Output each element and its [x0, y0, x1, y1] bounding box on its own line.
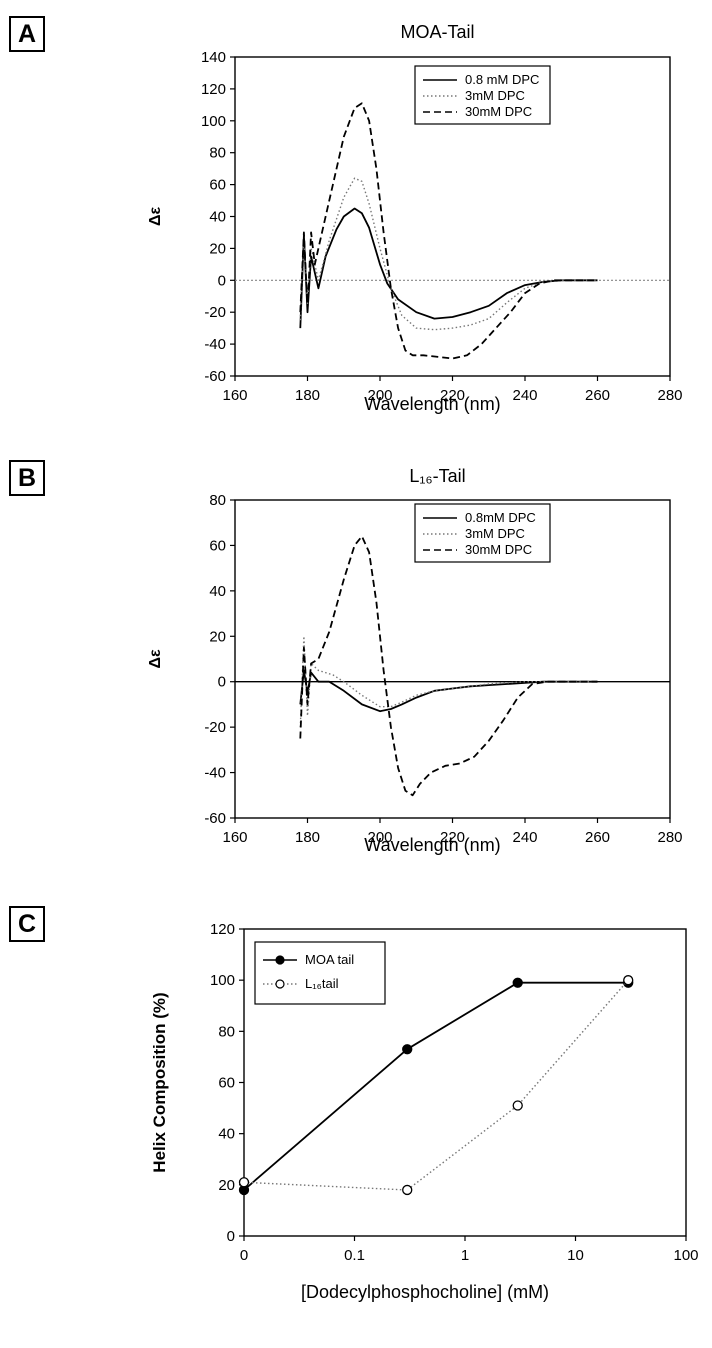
chart-1-xtick-label-6: 280 [657, 829, 682, 846]
chart-0-ytick-label-6: 60 [209, 177, 226, 194]
chart-2-series-1-point-1 [402, 1184, 413, 1196]
chart-1-ytick-label-2: -20 [204, 719, 226, 736]
chart-0-series-2-line [299, 102, 598, 360]
chart-2-series-0-point-2 [512, 977, 523, 988]
chart-1-legend-label-2: 30mM DPC [465, 542, 532, 557]
chart-2-xtick-label-3: 10 [567, 1247, 584, 1264]
chart-0-series-0-line [299, 207, 598, 329]
chart-2-ytick-label-3: 60 [218, 1075, 235, 1092]
chart-0-series-1-line [299, 177, 598, 331]
chart-2-x-axis-label: [Dodecylphosphocholine] (mM) [301, 1282, 549, 1302]
panel-label-a: A [9, 16, 45, 52]
chart-2-xtick-label-0: 0 [240, 1247, 248, 1264]
chart-0-xtick-label-3: 220 [440, 387, 465, 404]
chart-0-ytick-label-4: 20 [209, 240, 226, 257]
chart-0-xtick-label-4: 240 [512, 387, 537, 404]
chart-1-legend-label-1: 3mM DPC [465, 526, 525, 541]
chart-1-xtick-label-4: 240 [512, 829, 537, 846]
chart-2-ytick-label-1: 20 [218, 1177, 235, 1194]
chart-1-ytick-label-1: -40 [204, 765, 226, 782]
chart-1-title: L₁₆-Tail [409, 466, 465, 486]
chart-0-ytick-label-9: 120 [201, 81, 226, 98]
chart-1-ytick-label-7: 80 [209, 492, 226, 509]
chart-0-x-axis-label: Wavelength (nm) [364, 394, 500, 414]
chart-0-xtick-label-5: 260 [585, 387, 610, 404]
chart-2-ytick-label-4: 80 [218, 1023, 235, 1040]
chart-0-legend-label-1: 3mM DPC [465, 88, 525, 103]
chart-0-xtick-label-2: 200 [367, 387, 392, 404]
chart-0-ytick-label-0: -60 [204, 368, 226, 385]
chart-2-series-0-line [243, 981, 629, 1191]
chart-0-xtick-label-1: 180 [295, 387, 320, 404]
chart-0-ytick-label-1: -40 [204, 336, 226, 353]
chart-1-xtick-label-2: 200 [367, 829, 392, 846]
chart-0-ytick-label-5: 40 [209, 209, 226, 226]
chart-1-ytick-label-4: 20 [209, 628, 226, 645]
chart-2-xtick-label-4: 100 [673, 1247, 698, 1264]
chart-1-xtick-label-0: 160 [222, 829, 247, 846]
chart-2-legend-marker-1 [275, 979, 285, 989]
chart-2-series-1-point-3 [623, 975, 634, 986]
chart-0-ytick-label-7: 80 [209, 145, 226, 162]
chart-0-legend-box [414, 65, 551, 125]
chart-2-xtick-label-1: 0.1 [344, 1247, 365, 1264]
chart-2-series-1-point-0 [238, 1177, 250, 1188]
chart-0-ytick-label-10: 140 [201, 49, 226, 66]
chart-1-ytick-label-3: 0 [218, 674, 226, 691]
chart-1-x-axis-label: Wavelength (nm) [364, 835, 500, 855]
chart-0-ytick-label-8: 100 [201, 113, 226, 130]
chart-1-legend-box [414, 503, 551, 563]
chart-2-ytick-label-5: 100 [210, 972, 235, 989]
chart-0-ytick-label-3: 0 [218, 272, 226, 289]
chart-2-series-0-point-1 [402, 1044, 413, 1055]
chart-2-ytick-label-6: 120 [210, 921, 235, 938]
chart-1-legend-label-0: 0.8mM DPC [465, 510, 536, 525]
chart-2-xtick-label-2: 1 [461, 1247, 469, 1264]
chart-2-series-1-line [243, 979, 629, 1191]
chart-0-legend-label-2: 30mM DPC [465, 104, 532, 119]
chart-1-xtick-label-5: 260 [585, 829, 610, 846]
chart-2-series-1-point-2 [512, 1100, 523, 1111]
chart-0-title: MOA-Tail [400, 22, 474, 42]
chart-1-ytick-label-6: 60 [209, 537, 226, 554]
chart-1-ytick-label-5: 40 [209, 583, 226, 600]
chart-0-xtick-label-6: 280 [657, 387, 682, 404]
chart-1-ytick-label-0: -60 [204, 810, 226, 827]
chart-2-ytick-label-2: 40 [218, 1126, 235, 1143]
chart-2-ytick-label-0: 0 [227, 1228, 235, 1245]
chart-0-legend-label-0: 0.8 mM DPC [465, 72, 539, 87]
chart-0-xtick-label-0: 160 [222, 387, 247, 404]
chart-2-legend-box [254, 941, 386, 1005]
chart-1-series-0-line [299, 669, 598, 713]
chart-1-xtick-label-3: 220 [440, 829, 465, 846]
chart-2-legend-marker-0 [275, 955, 285, 965]
chart-2-y-axis-label: Helix Composition (%) [150, 992, 169, 1172]
chart-0-y-axis-label: Δε [147, 207, 164, 227]
chart-1-series-2-line [299, 535, 598, 797]
chart-2-legend-label-0: MOA tail [305, 952, 354, 967]
chart-1-series-1-line [299, 635, 598, 728]
panel-label-c: C [9, 906, 45, 942]
panel-label-b: B [9, 460, 45, 496]
chart-2-legend-label-1: L₁₆tail [305, 976, 339, 991]
chart-0-ytick-label-2: -20 [204, 304, 226, 321]
chart-1-xtick-label-1: 180 [295, 829, 320, 846]
chart-1-y-axis-label: Δε [147, 649, 164, 669]
